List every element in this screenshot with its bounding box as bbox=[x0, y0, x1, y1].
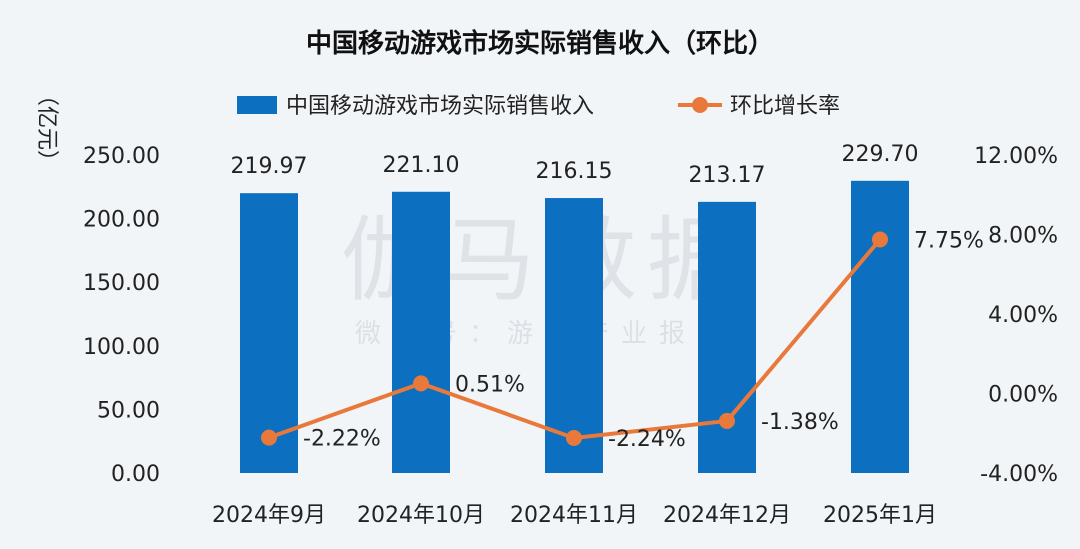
bar bbox=[392, 191, 450, 473]
right-tick-label: -4.00% bbox=[980, 462, 1058, 487]
growth-value-label: -2.24% bbox=[608, 427, 686, 452]
growth-value-label: -2.22% bbox=[303, 427, 381, 452]
bar-labels: 219.97 221.10 216.15 213.17 229.70 bbox=[231, 142, 919, 188]
growth-line: -2.22% 0.51% -2.24% -1.38% 7.75% bbox=[261, 228, 984, 452]
left-tick-label: 50.00 bbox=[97, 398, 160, 423]
growth-value-label: 0.51% bbox=[455, 372, 525, 397]
left-tick-label: 100.00 bbox=[83, 335, 160, 360]
bar bbox=[240, 193, 298, 473]
growth-value-label: -1.38% bbox=[761, 410, 839, 435]
y-axis-unit: （亿元） bbox=[34, 84, 59, 172]
growth-point bbox=[872, 231, 888, 248]
bar-value-label: 219.97 bbox=[231, 154, 308, 179]
left-tick-label: 0.00 bbox=[111, 462, 160, 487]
x-axis-ticks: 2024年9月 2024年10月 2024年11月 2024年12月 2025年1月 bbox=[212, 503, 937, 528]
growth-point bbox=[413, 375, 429, 392]
left-axis-ticks: 0.00 50.00 100.00 150.00 200.00 250.00 bbox=[83, 144, 160, 487]
legend-label-bar: 中国移动游戏市场实际销售收入 bbox=[286, 94, 594, 119]
x-tick-label: 2024年11月 bbox=[510, 503, 638, 528]
bar bbox=[698, 201, 756, 473]
bars bbox=[240, 180, 909, 474]
left-tick-label: 200.00 bbox=[83, 208, 160, 233]
right-tick-label: 0.00% bbox=[988, 383, 1058, 408]
x-tick-label: 2024年12月 bbox=[663, 503, 791, 528]
legend-swatch-bar bbox=[237, 96, 277, 114]
growth-point bbox=[566, 430, 582, 447]
right-tick-label: 8.00% bbox=[988, 224, 1058, 249]
legend-swatch-marker bbox=[692, 97, 708, 113]
growth-point bbox=[261, 429, 277, 446]
bar-value-label: 213.17 bbox=[689, 163, 766, 188]
x-tick-label: 2024年10月 bbox=[357, 503, 485, 528]
bar bbox=[545, 198, 603, 474]
right-axis-ticks: -4.00% 0.00% 4.00% 8.00% 12.00% bbox=[974, 144, 1058, 487]
x-tick-label: 2024年9月 bbox=[212, 503, 326, 528]
bar bbox=[851, 180, 909, 473]
bar-value-label: 221.10 bbox=[383, 153, 460, 178]
bar-value-label: 216.15 bbox=[536, 159, 613, 184]
growth-point bbox=[719, 412, 735, 429]
bar-value-label: 229.70 bbox=[842, 142, 919, 167]
x-tick-label: 2025年1月 bbox=[823, 503, 937, 528]
legend: 中国移动游戏市场实际销售收入 环比增长率 bbox=[237, 94, 840, 119]
right-tick-label: 12.00% bbox=[974, 144, 1058, 169]
left-tick-label: 150.00 bbox=[83, 271, 160, 296]
left-tick-label: 250.00 bbox=[83, 144, 160, 169]
right-tick-label: 4.00% bbox=[988, 303, 1058, 328]
chart-title: 中国移动游戏市场实际销售收入（环比） bbox=[306, 28, 774, 59]
growth-value-label: 7.75% bbox=[914, 228, 984, 253]
legend-label-line: 环比增长率 bbox=[730, 94, 840, 119]
